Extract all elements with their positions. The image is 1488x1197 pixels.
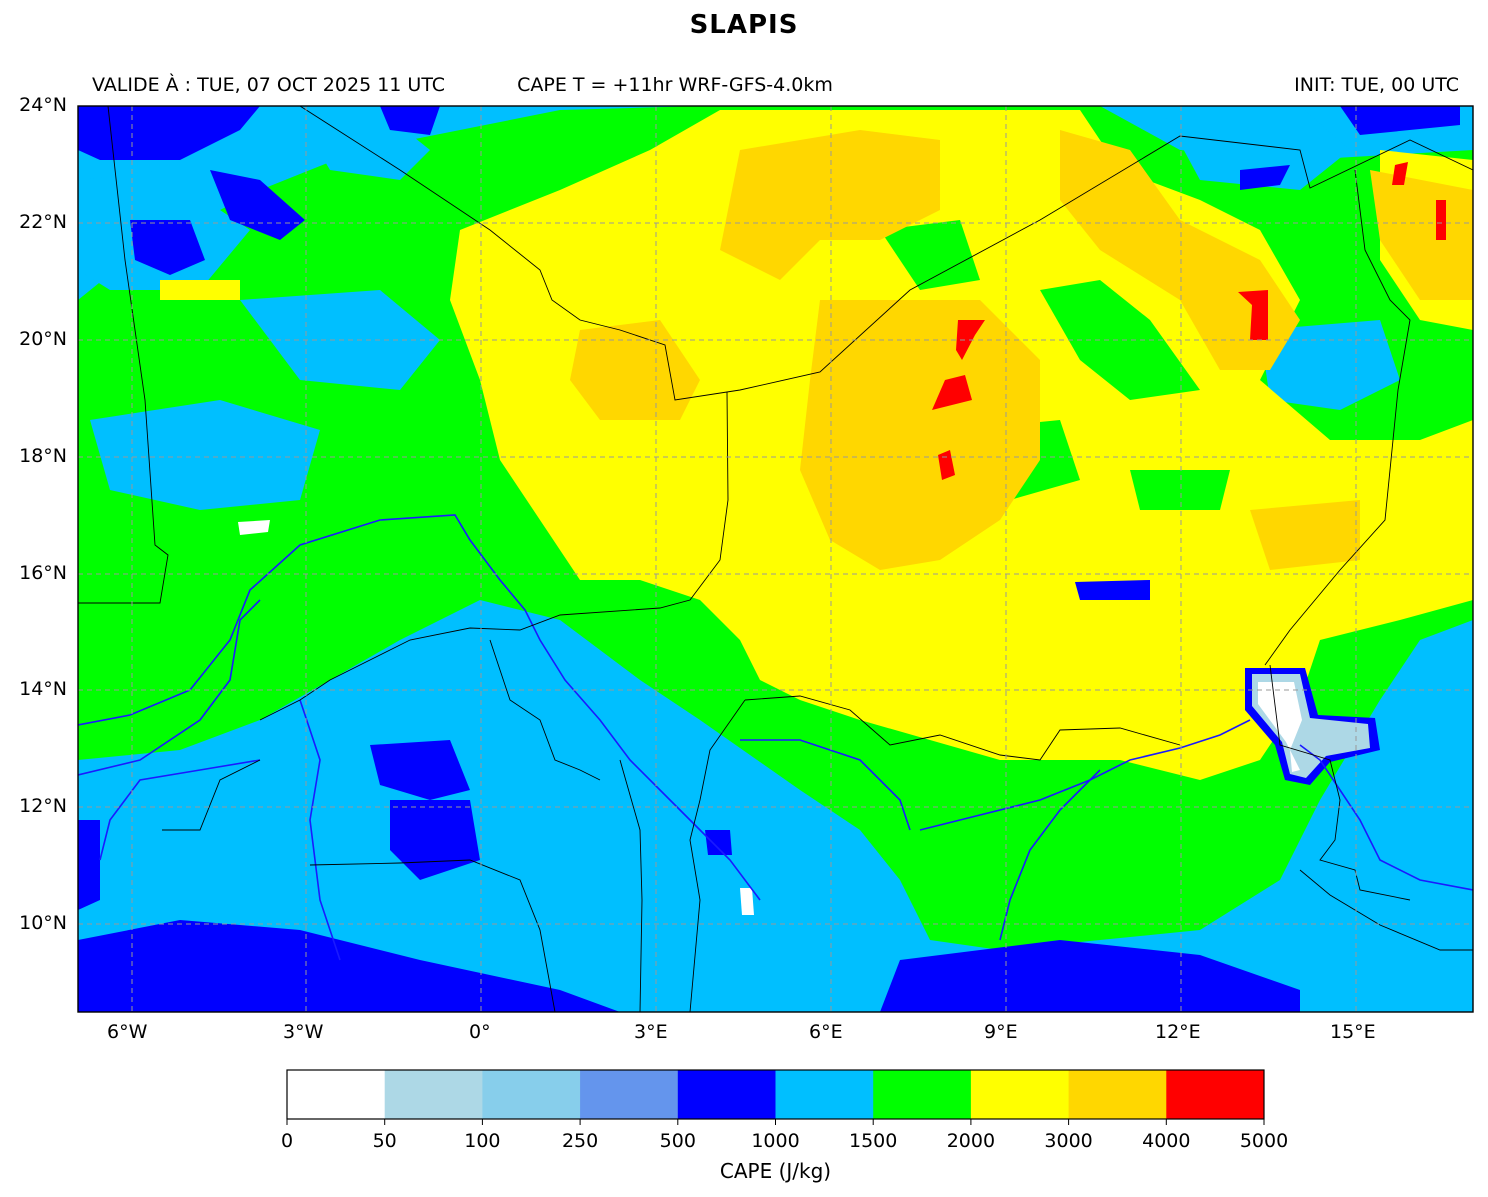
map-title: SLAPIS	[689, 10, 799, 40]
colorbar-swatch-3	[580, 1070, 679, 1119]
lon-label-6w: 6°W	[107, 1021, 148, 1043]
lon-label-9e: 9°E	[984, 1021, 1018, 1043]
colorbar-tick-label: 100	[464, 1130, 501, 1152]
colorbar-tick-label: 50	[372, 1130, 397, 1152]
colorbar-tick-label: 2000	[946, 1130, 996, 1152]
colorbar-tick-label: 250	[561, 1130, 599, 1152]
rivers	[78, 514, 1473, 961]
product-label: CAPE T = +11hr WRF-GFS-4.0km	[517, 74, 833, 96]
lon-label-15e: 15°E	[1330, 1021, 1376, 1043]
lon-label-0: 0°	[469, 1021, 491, 1043]
lat-label-12n: 12°N	[19, 795, 67, 817]
colorbar-swatch-1	[384, 1070, 483, 1119]
lat-label-14n: 14°N	[19, 678, 67, 700]
colorbar-swatch-6	[873, 1070, 972, 1119]
colorbar-tick-label: 5000	[1239, 1130, 1289, 1152]
lat-label-18n: 18°N	[19, 445, 67, 467]
lat-label-16n: 16°N	[19, 562, 67, 584]
colorbar-swatch-0	[287, 1070, 386, 1119]
colorbar-swatch-8	[1068, 1070, 1167, 1119]
colorbar-swatch-5	[775, 1070, 874, 1119]
colorbar-swatch-9	[1166, 1070, 1265, 1119]
lat-label-24n: 24°N	[19, 94, 67, 116]
lat-label-22n: 22°N	[19, 211, 67, 233]
valid-time-label: VALIDE À : TUE, 07 OCT 2025 11 UTC	[92, 74, 446, 96]
lon-label-6e: 6°E	[809, 1021, 843, 1043]
colorbar-label: CAPE (J/kg)	[719, 1159, 832, 1183]
colorbar-tick-label: 0	[280, 1130, 294, 1152]
colorbar-swatch-2	[482, 1070, 581, 1119]
colorbar-tick-label: 1000	[751, 1130, 800, 1152]
colorbar-tick-label: 1500	[849, 1130, 898, 1152]
colorbar-swatch-7	[970, 1070, 1070, 1119]
colorbar-tick-label: 500	[659, 1130, 696, 1152]
lon-label-12e: 12°E	[1155, 1021, 1201, 1043]
graticule	[78, 105, 1473, 1012]
lon-label-3e: 3°E	[634, 1021, 668, 1043]
colorbar-swatch-4	[677, 1070, 776, 1119]
colorbar-tick-label: 4000	[1142, 1130, 1191, 1152]
map-frame	[77, 105, 1474, 1013]
colorbar	[286, 1069, 1265, 1125]
lat-label-20n: 20°N	[19, 328, 67, 350]
colorbar-tick-label: 3000	[1044, 1130, 1093, 1152]
lon-label-3w: 3°W	[283, 1021, 324, 1043]
country-borders	[78, 106, 1473, 1012]
cape-field	[78, 106, 1473, 1012]
init-time-label: INIT: TUE, 00 UTC	[1294, 74, 1459, 96]
lat-label-10n: 10°N	[19, 912, 67, 934]
